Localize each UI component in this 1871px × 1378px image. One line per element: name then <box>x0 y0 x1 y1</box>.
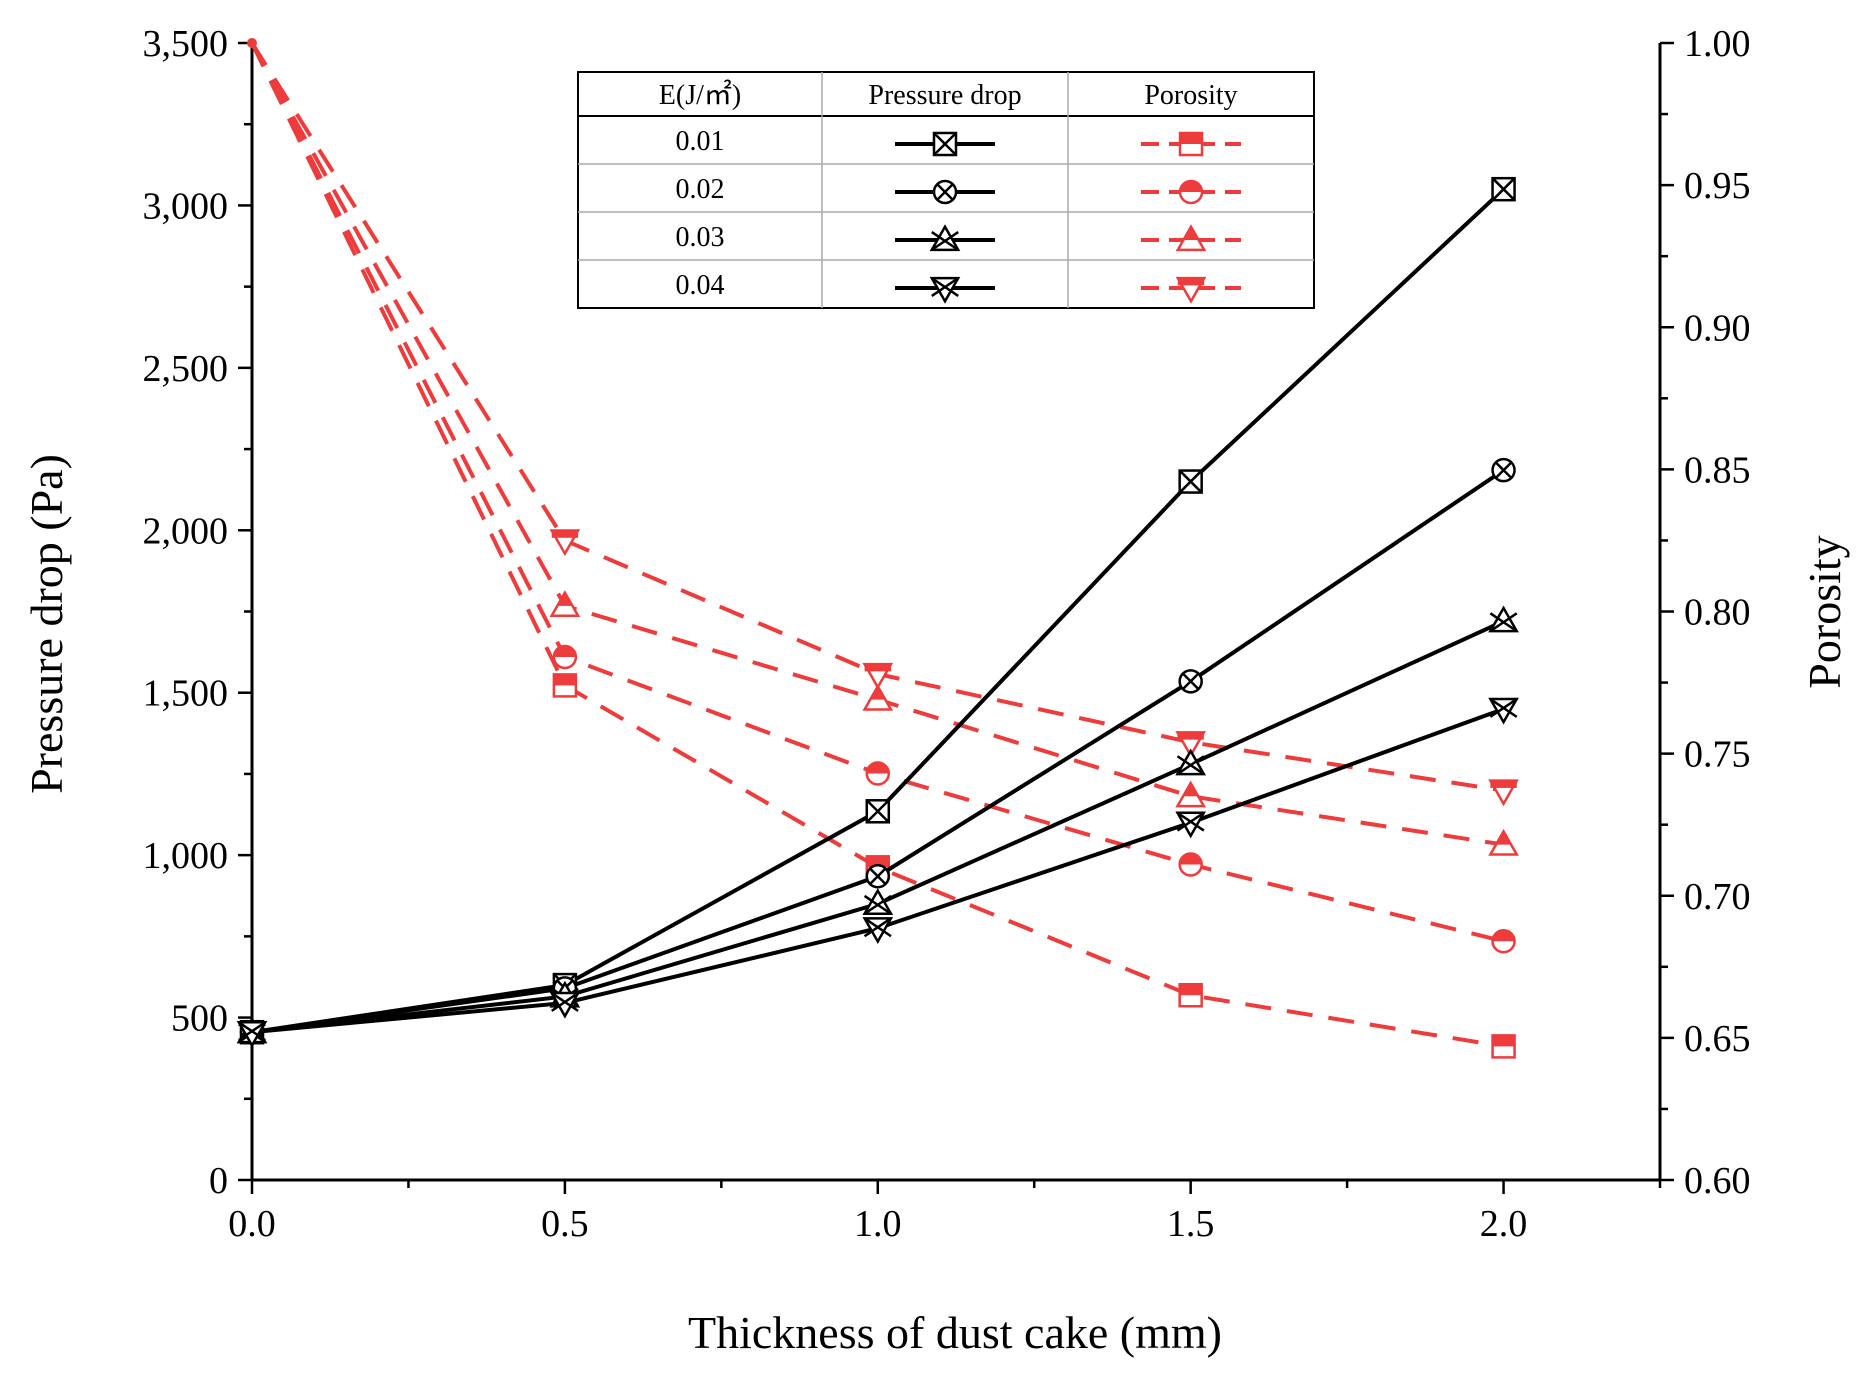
legend-energy-label: 0.02 <box>676 174 725 205</box>
y-left-tick-label: 0 <box>209 1160 228 1202</box>
porosity-point <box>552 673 578 698</box>
y-left-tick-label: 2,000 <box>143 510 229 552</box>
porosity-point <box>1178 852 1203 877</box>
y-left-tick-label: 1,500 <box>143 673 229 715</box>
x-axis-title: Thickness of dust cake (mm) <box>688 1307 1222 1358</box>
porosity-point <box>862 662 894 690</box>
porosity-point <box>1488 828 1519 856</box>
pressure-point <box>1178 669 1203 694</box>
porosity-point <box>549 590 581 617</box>
legend-header: Pressure drop <box>868 80 1021 111</box>
legend-porosity-marker <box>1178 131 1204 157</box>
axes-layer: 0.0 0.5 1.0 1.5 2.0 0 500 1,000 1,500 2,000 2,500 3… <box>143 23 1751 1245</box>
y-right-tick-label: 0.65 <box>1684 1018 1751 1060</box>
legend-energy-label: 0.03 <box>676 222 725 253</box>
y-right-tick-label: 0.70 <box>1684 876 1751 918</box>
y-right-tick-label: 1.00 <box>1684 23 1751 65</box>
legend-header: E(J/㎡) <box>659 79 741 111</box>
porosity-point <box>1175 780 1207 808</box>
y-axis-right-title: Porosity <box>1799 535 1850 688</box>
pressure-point <box>1178 469 1203 494</box>
pressure-line-0.02 <box>251 468 1505 1035</box>
legend-energy-label: 0.01 <box>676 126 725 157</box>
pressure-point <box>865 864 891 889</box>
legend-porosity-marker <box>1175 276 1207 304</box>
pressure-point <box>1175 811 1207 839</box>
pressure-point <box>1491 176 1516 202</box>
legend-pressure-marker <box>929 224 961 252</box>
y-left-tick-label: 500 <box>171 998 228 1040</box>
porosity-point <box>865 761 891 786</box>
porosity-point <box>1178 982 1203 1008</box>
porosity-point <box>1175 731 1207 758</box>
legend-header: Porosity <box>1144 80 1237 111</box>
y-right-tick-label: 0.85 <box>1684 449 1751 491</box>
y-right-tick-label: 0.90 <box>1684 307 1751 349</box>
porosity-start-point <box>247 38 257 48</box>
porosity-point <box>1491 1034 1516 1059</box>
pressure-point <box>862 917 894 944</box>
porosity-point <box>1491 928 1516 954</box>
y-left-tick-label: 3,000 <box>143 185 229 227</box>
x-tick-label: 1.5 <box>1167 1203 1215 1245</box>
y-right-tick-label: 0.60 <box>1684 1160 1751 1202</box>
pressure-point <box>865 799 891 824</box>
y-right-tick-label: 0.80 <box>1684 592 1751 634</box>
x-tick-label: 0.0 <box>228 1203 276 1245</box>
legend-pressure-marker <box>932 179 958 205</box>
y-left-tick-label: 1,000 <box>143 835 229 877</box>
legend: E(J/㎡) Pressure drop Porosity 0.01 0.02 0.03 0… <box>577 71 1315 309</box>
y-left-tick-label: 3,500 <box>143 23 229 65</box>
y-axis-left-title: Pressure drop (Pa) <box>21 454 72 794</box>
legend-porosity-marker <box>1175 224 1207 252</box>
pressure-point <box>549 991 581 1019</box>
y-right-tick-label: 0.75 <box>1684 734 1751 776</box>
pressure-point <box>236 1021 268 1048</box>
porosity-line-0.01 <box>250 42 1504 1049</box>
pressure-point <box>1488 605 1519 633</box>
series-layer <box>236 38 1519 1059</box>
porosity-point <box>549 529 581 557</box>
y-left-tick-label: 2,500 <box>143 348 229 390</box>
legend-pressure-marker <box>929 276 961 304</box>
pressure-point <box>1488 697 1519 725</box>
y-right-tick-label: 0.95 <box>1684 165 1751 207</box>
x-tick-label: 1.0 <box>854 1203 902 1245</box>
legend-energy-label: 0.04 <box>676 270 725 301</box>
x-tick-label: 0.5 <box>541 1203 589 1245</box>
pressure-point <box>862 888 894 916</box>
legend-porosity-marker <box>1178 179 1204 205</box>
x-tick-label: 2.0 <box>1480 1203 1528 1245</box>
porosity-point <box>552 644 578 670</box>
porosity-point <box>862 683 894 711</box>
legend-pressure-marker <box>932 131 958 157</box>
pressure-point <box>1175 748 1207 776</box>
porosity-point <box>1488 779 1519 807</box>
pressure-point <box>1491 457 1516 483</box>
